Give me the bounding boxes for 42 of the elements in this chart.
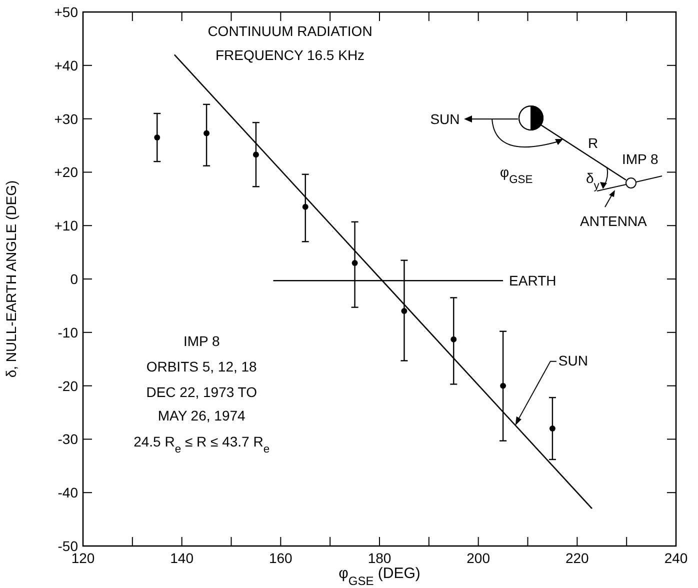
annotation: MAY 26, 1974	[158, 408, 246, 424]
x-tick-label: 220	[565, 550, 590, 566]
x-axis-title: φ$_{GSE}$ (DEG)	[338, 565, 420, 588]
annotation: R	[588, 135, 598, 151]
text: FREQUENCY 16.5 KHz	[215, 47, 365, 63]
x-tick-label: 240	[664, 550, 688, 566]
annotation: SUN	[430, 111, 460, 127]
y-tick-label: +50	[54, 4, 78, 20]
y-tick-label: +40	[54, 57, 78, 74]
y-tick-label: -10	[58, 324, 78, 340]
y-tick-label: -30	[58, 431, 78, 448]
point	[352, 260, 358, 266]
annotation: SUN	[558, 352, 588, 368]
annotation: ORBITS 5, 12, 18	[146, 358, 258, 374]
x-tick-label: 160	[268, 550, 293, 566]
annotation: DEC 22, 1973 TO	[146, 384, 258, 400]
annotation: δ$_{y}$	[586, 170, 600, 192]
x-tick-label: 140	[170, 550, 194, 566]
point	[450, 336, 457, 342]
point	[252, 152, 259, 158]
annotation: IMP 8	[183, 332, 220, 349]
y-axis-title: δ, NULL-EARTH ANGLE (DEG)	[3, 180, 19, 378]
y-tick-label: +20	[54, 164, 78, 180]
point	[204, 130, 210, 136]
x-tick-label: 180	[368, 550, 392, 566]
point	[154, 134, 160, 140]
point	[302, 204, 308, 210]
text: CONTINUUM RADIATION	[208, 23, 372, 39]
annotation: 24.5 R$_{e}$ ≤ R ≤ 43.7 R$_{e}$	[134, 434, 270, 456]
y-tick-label: -40	[58, 484, 78, 501]
annotation: φ$_{GSE}$	[500, 164, 533, 186]
y-tick-label: 0	[70, 271, 78, 287]
point	[500, 382, 506, 389]
series-label: EARTH	[509, 272, 556, 289]
y-tick-label: +10	[54, 218, 78, 234]
point	[549, 426, 556, 432]
point	[401, 308, 408, 314]
annotation: IMP 8	[622, 151, 659, 167]
y-tick-label: +30	[54, 110, 78, 127]
annotation: ANTENNA	[580, 213, 648, 229]
x-tick-label: 200	[466, 550, 490, 566]
y-tick-label: -20	[58, 378, 78, 394]
